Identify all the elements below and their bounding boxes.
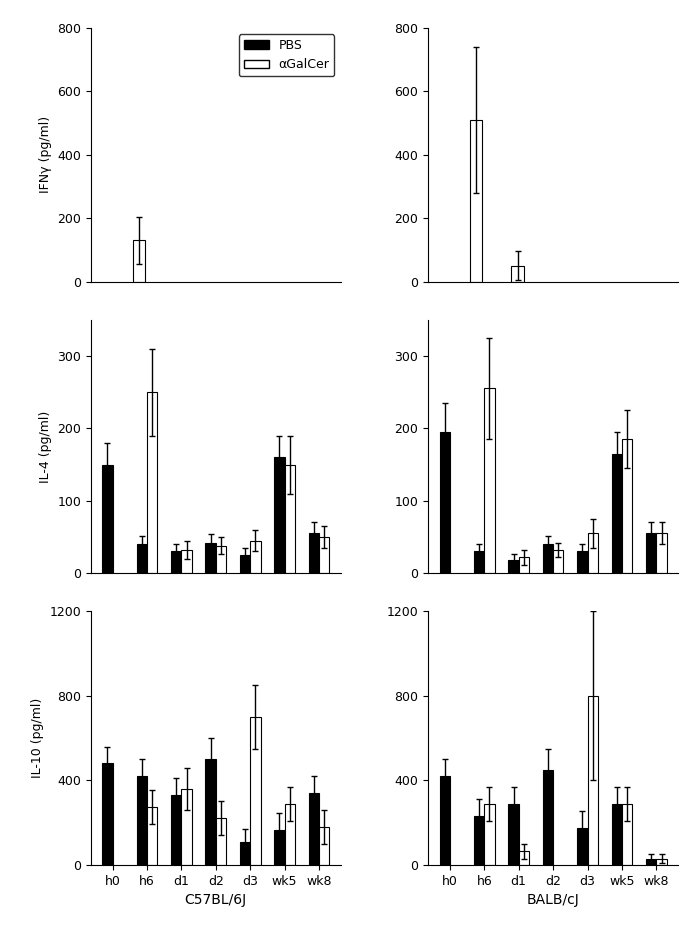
Bar [250,540,261,573]
Bar [519,851,529,865]
Bar [216,546,226,573]
Bar [136,544,147,573]
Y-axis label: IL-4 (pg/ml): IL-4 (pg/ml) [38,410,52,483]
Bar [543,770,553,865]
Bar [240,555,250,573]
Bar [274,458,284,573]
X-axis label: C57BL/6J: C57BL/6J [185,893,247,907]
Bar [171,795,181,865]
Bar [181,789,192,865]
Bar [250,717,261,865]
Bar [508,560,519,573]
Legend: PBS, αGalCer: PBS, αGalCer [238,34,335,76]
Bar [440,432,450,573]
Bar [440,777,450,865]
Bar [656,534,667,573]
Bar [216,818,226,865]
Bar [171,551,181,573]
Bar [612,804,622,865]
Bar [577,828,588,865]
Bar [656,858,667,865]
Bar [309,793,319,865]
Bar [470,120,482,282]
X-axis label: BALB/cJ: BALB/cJ [527,893,579,907]
Bar [309,534,319,573]
Bar [133,240,145,282]
Bar [181,550,192,573]
Bar [102,764,113,865]
Bar [240,842,250,865]
Bar [284,464,295,573]
Bar [512,266,524,282]
Bar [147,806,157,865]
Y-axis label: IFNγ (pg/ml): IFNγ (pg/ml) [38,116,52,193]
Bar [646,858,656,865]
Bar [136,777,147,865]
Bar [474,551,484,573]
Bar [206,759,216,865]
Bar [319,827,329,865]
Bar [206,543,216,573]
Bar [622,439,633,573]
Bar [484,804,495,865]
Bar [543,544,553,573]
Bar [274,830,284,865]
Bar [147,392,157,573]
Bar [319,537,329,573]
Bar [102,464,113,573]
Bar [508,804,519,865]
Bar [484,389,495,573]
Bar [622,804,633,865]
Bar [588,534,598,573]
Bar [612,454,622,573]
Bar [284,804,295,865]
Bar [519,557,529,573]
Bar [646,534,656,573]
Y-axis label: IL-10 (pg/ml): IL-10 (pg/ml) [31,698,44,778]
Bar [577,551,588,573]
Bar [474,817,484,865]
Bar [553,550,563,573]
Bar [588,696,598,865]
